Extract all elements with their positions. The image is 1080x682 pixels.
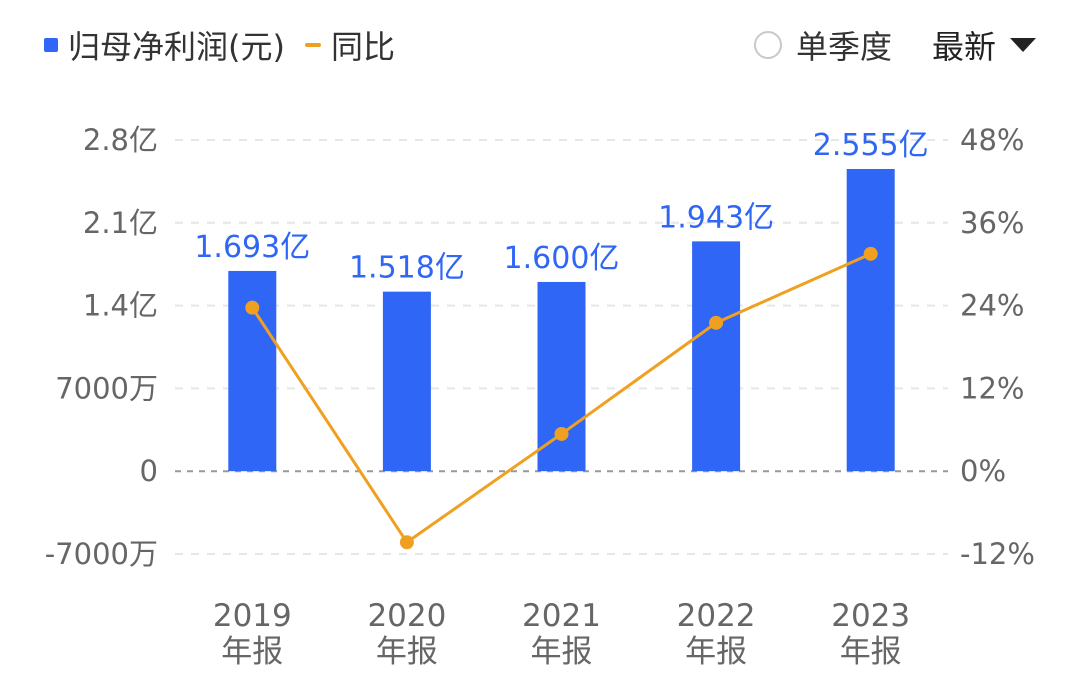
x-axis-category-suffix: 年报 [685, 634, 747, 670]
left-axis-tick-label: 1.4亿 [83, 289, 158, 323]
x-axis-category-suffix: 年报 [376, 634, 438, 670]
left-axis-tick-label: 2.1亿 [83, 206, 158, 240]
right-axis-tick-label: 12% [960, 371, 1024, 405]
x-axis-category-year: 2023 [831, 598, 910, 634]
legend-item-yoy[interactable]: 同比 [297, 22, 395, 68]
bar [382, 291, 431, 472]
right-axis-tick-label: 24% [960, 289, 1024, 323]
line-swatch-icon [304, 43, 321, 47]
legend-label-net-profit: 归母净利润(元) [68, 28, 285, 66]
legend-item-net-profit[interactable]: 归母净利润(元) [44, 22, 285, 68]
yoy-point [863, 246, 878, 261]
right-axis-tick-label: 0% [960, 454, 1006, 488]
bar-data-label: 1.693亿 [194, 230, 310, 265]
x-axis-category-suffix: 年报 [531, 634, 593, 670]
x-axis-category-year: 2021 [522, 598, 601, 634]
x-axis-category-suffix: 年报 [840, 634, 902, 670]
bar-data-label: 1.600亿 [504, 241, 620, 276]
period-dropdown-value: 最新 [931, 28, 996, 66]
left-axis-tick-label: 0 [140, 454, 158, 488]
x-axis-category-year: 2022 [677, 598, 756, 634]
bar-data-label: 2.555亿 [813, 128, 929, 163]
legend-label-yoy: 同比 [330, 28, 395, 66]
yoy-point [245, 300, 260, 315]
bar [537, 281, 586, 472]
left-axis-tick-label: 7000万 [55, 371, 158, 405]
bar-data-label: 1.943亿 [658, 200, 774, 235]
right-axis-tick-label: 48% [960, 123, 1024, 157]
x-axis-category-suffix: 年报 [221, 634, 283, 670]
chart-legend: 归母净利润(元) 同比 [44, 22, 395, 68]
left-axis-tick-label: -7000万 [45, 537, 158, 571]
chart-controls: 单季度 最新 [753, 22, 1036, 68]
yoy-point [399, 535, 414, 550]
quarterly-radio[interactable] [753, 31, 782, 59]
bar-swatch-icon [44, 38, 58, 52]
period-dropdown[interactable]: 最新 [932, 22, 1036, 68]
right-axis-tick-label: -12% [960, 537, 1035, 571]
left-axis-tick-label: 2.8亿 [83, 123, 158, 157]
yoy-point [709, 315, 724, 330]
quarterly-label[interactable]: 单季度 [795, 28, 892, 66]
yoy-point [554, 426, 569, 441]
x-axis-category-year: 2019 [213, 598, 292, 634]
chevron-down-icon [1010, 38, 1036, 52]
bar [692, 241, 741, 472]
bar-data-label: 1.518亿 [349, 251, 465, 286]
right-axis-tick-label: 36% [960, 206, 1024, 240]
bar [846, 168, 895, 472]
x-axis-category-year: 2020 [367, 598, 446, 634]
